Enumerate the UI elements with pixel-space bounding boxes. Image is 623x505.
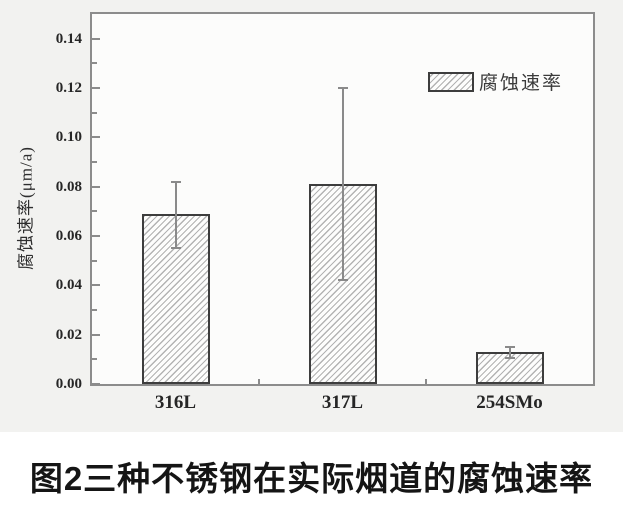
error-bar-cap-bottom <box>170 247 181 250</box>
x-axis-labels: 316L 317L 254SMo <box>92 392 593 418</box>
error-bar-line <box>174 181 177 249</box>
error-bar-cap-bottom <box>337 279 348 282</box>
error-bar-cap-top <box>504 346 515 348</box>
chart-image: 腐蚀速率(μm/a) 0.00 0.02 0.04 0.06 0.08 0.10 0.12 0… <box>0 0 623 432</box>
legend: 腐蚀速率 <box>428 68 563 95</box>
y-major-tick <box>92 136 100 139</box>
y-minor-tick <box>92 358 97 361</box>
error-bar-cap-top <box>170 180 181 183</box>
y-tick-label: 0.06 <box>55 228 82 244</box>
y-major-tick <box>92 185 100 188</box>
y-major-tick <box>92 284 100 287</box>
y-minor-tick <box>92 161 97 163</box>
y-tick-label: 0.10 <box>55 129 82 146</box>
y-tick-label: 0.08 <box>55 178 82 195</box>
y-major-tick <box>92 37 100 40</box>
y-minor-tick <box>92 259 97 262</box>
error-bar-line <box>341 88 344 281</box>
y-major-tick <box>92 383 100 385</box>
y-minor-tick <box>92 111 97 114</box>
y-axis-labels: 0.00 0.02 0.04 0.06 0.08 0.10 0.12 0.14 <box>0 14 86 392</box>
y-tick-label: 0.04 <box>55 277 82 294</box>
y-tick-label: 0.14 <box>55 30 82 47</box>
x-tick-label: 254SMo <box>476 392 543 413</box>
figure-caption: 图2三种不锈钢在实际烟道的腐蚀速率 <box>29 460 594 497</box>
y-tick-label: 0.00 <box>55 376 82 392</box>
x-minor-tick <box>425 379 427 384</box>
error-bar-line <box>508 347 511 359</box>
y-major-tick <box>92 235 100 237</box>
x-minor-tick <box>258 379 260 384</box>
y-minor-tick <box>92 210 97 213</box>
y-minor-tick <box>92 309 97 311</box>
y-tick-label: 0.12 <box>55 80 82 96</box>
y-major-tick <box>92 87 100 89</box>
error-bar-cap-top <box>337 87 348 89</box>
legend-swatch-hatch-icon <box>428 71 474 92</box>
x-tick-label: 317L <box>321 392 364 413</box>
y-minor-tick <box>92 62 97 65</box>
x-tick-label: 316L <box>154 392 197 413</box>
error-bar-cap-bottom <box>504 357 515 360</box>
y-major-tick <box>92 333 100 336</box>
y-tick-label: 0.02 <box>55 326 82 343</box>
legend-label: 腐蚀速率 <box>479 73 564 94</box>
plot-area: 腐蚀速率 <box>90 12 595 386</box>
